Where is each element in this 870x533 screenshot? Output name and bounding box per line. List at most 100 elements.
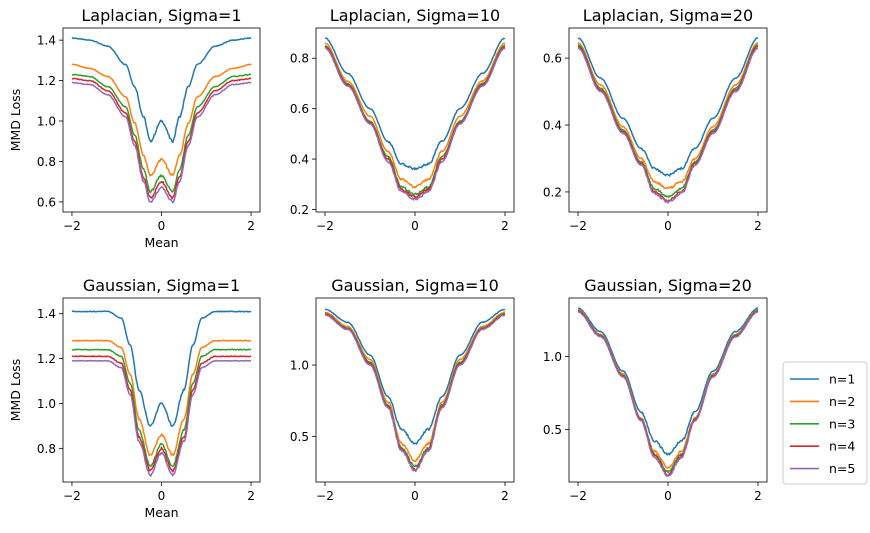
series-group [71,310,252,477]
x-tick-label: −2 [569,219,587,233]
series-line-n1 [324,308,506,445]
x-tick-label: −2 [63,489,81,503]
subplot-6: −2 0 2 0.5 1.0 Gaussian, Sigma=20 [543,276,768,503]
series-line-n4 [71,355,252,473]
legend-item: n=4 [790,439,855,454]
x-tick-label: −2 [63,219,81,233]
y-tick-label: 1.0 [290,359,309,373]
subplot-3: −2 0 2 0.2 0.4 0.6 Laplacian, Sigma=20 [543,6,768,233]
series-line-n1 [577,37,759,177]
series-group [324,308,506,473]
series-line-n1 [71,310,252,427]
y-tick-label: 0.2 [543,185,562,199]
x-tick-label: 0 [411,489,419,503]
y-tick-label: 0.8 [37,155,56,169]
y-tick-label: 0.2 [290,203,309,217]
series-line-n2 [577,42,759,190]
y-tick-label: 0.4 [543,119,562,133]
y-tick-label: 0.4 [290,153,309,167]
subplot-title: Laplacian, Sigma=10 [330,6,500,25]
series-line-n5 [71,359,252,477]
series-line-n4 [577,45,759,203]
y-axis-label: MMD Loss [8,89,23,152]
y-tick-label: 0.6 [290,102,309,116]
x-tick-label: 2 [754,219,762,233]
y-tick-label: 0.8 [37,442,56,456]
subplot-5: −2 0 2 0.5 1.0 Gaussian, Sigma=10 [290,276,515,503]
series-line-n4 [71,77,252,200]
x-tick-label: −2 [316,219,334,233]
x-tick-label: 0 [664,489,672,503]
y-tick-label: 1.2 [37,74,56,88]
legend-label: n=1 [829,372,855,387]
series-group [71,37,252,204]
x-tick-label: 0 [158,219,166,233]
series-line-n5 [324,47,506,201]
legend-label: n=4 [829,439,855,454]
series-line-n3 [71,348,252,467]
axes-frame [62,27,261,213]
y-tick-label: 1.0 [37,115,56,129]
series-line-n1 [71,37,252,144]
series-line-n5 [577,47,759,204]
legend-item: n=3 [790,416,855,431]
series-line-n3 [324,44,506,196]
y-tick-label: 1.4 [37,34,56,48]
series-line-n5 [577,310,759,477]
x-tick-label: −2 [569,489,587,503]
series-line-n2 [71,339,252,457]
x-tick-label: 2 [754,489,762,503]
series-line-n2 [324,311,506,463]
x-axis-label: Mean [144,505,178,520]
legend-box [782,361,868,485]
series-line-n3 [71,73,252,194]
series-group [577,307,759,477]
y-tick-label: 1.0 [37,397,56,411]
y-tick-label: 1.4 [37,307,56,321]
legend: n=1 n=2 n=3 n=4 n=5 [782,361,868,485]
y-tick-label: 1.2 [37,352,56,366]
subplot-title: Laplacian, Sigma=1 [81,6,241,25]
y-tick-label: 0.5 [543,423,562,437]
subplot-4: −2 0 2 0.8 1.0 1.2 1.4 Gaussian, Sigma=1 Mean MMD… [8,276,261,520]
series-group [324,37,506,201]
series-line-n5 [71,81,252,204]
x-tick-label: 2 [247,219,255,233]
y-tick-label: 0.6 [37,195,56,209]
subplot-title: Laplacian, Sigma=20 [583,6,753,25]
subplot-title: Gaussian, Sigma=1 [83,276,240,295]
legend-label: n=3 [829,416,855,431]
x-tick-label: 2 [501,489,509,503]
x-tick-label: −2 [316,489,334,503]
series-line-n2 [71,63,252,177]
axes-frame [315,27,515,213]
series-line-n2 [577,308,759,470]
x-tick-label: 0 [411,219,419,233]
y-axis-label: MMD Loss [8,359,23,422]
legend-label: n=5 [829,461,855,476]
series-line-n5 [324,314,506,473]
y-tick-label: 1.0 [543,350,562,364]
series-line-n4 [325,313,506,471]
axes-frame [568,27,768,213]
legend-item: n=5 [790,461,855,476]
y-tick-label: 0.5 [290,430,309,444]
series-line-n4 [324,46,506,199]
subplot-title: Gaussian, Sigma=10 [331,276,499,295]
series-line-n2 [324,42,506,189]
legend-label: n=2 [829,394,855,409]
legend-item: n=1 [790,372,855,387]
x-tick-label: 0 [158,489,166,503]
subplot-title: Gaussian, Sigma=20 [584,276,752,295]
series-group [577,37,759,204]
series-line-n1 [577,307,759,456]
series-line-n1 [324,37,506,171]
y-tick-label: 0.8 [290,52,309,66]
subplot-1: −2 0 2 0.6 0.8 1.0 1.2 1.4 Laplacian, Sigma=1 Mea… [8,6,261,250]
legend-item: n=2 [790,394,855,409]
x-tick-label: 0 [664,219,672,233]
x-axis-label: Mean [144,235,178,250]
x-tick-label: 2 [501,219,509,233]
x-tick-label: 2 [247,489,255,503]
